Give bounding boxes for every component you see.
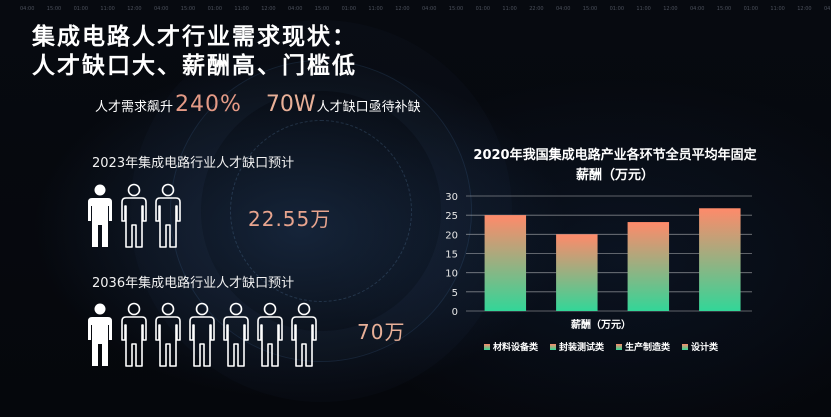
legend-label: 设计类 [691,341,719,353]
time-tick: 01:00 [609,6,625,12]
forecast-2036-value: 70万 [357,320,406,344]
decorative-ring [170,60,472,362]
talent-gap-value: 70W [265,92,316,117]
person-outline-icon [155,302,181,367]
time-tick: 22:00 [529,6,544,12]
bar-设计类 [699,208,741,311]
chart-title: 2020年我国集成电路产业各环节全员平均年固定薪酬（万元） [473,148,757,183]
time-tick: 04:00 [20,6,35,12]
time-tick: 04:00 [154,6,169,12]
time-tick: 12:00 [663,6,678,12]
time-tick: 01:00 [73,6,89,12]
bar-封装测试类 [556,234,598,311]
person-filled-icon [88,184,112,247]
y-tick-label: 5 [452,288,458,299]
time-tick-row: 04:00 15:00 01:00 11:00 12:00 04:00 15:00 01:00… [0,6,831,16]
demand-stat-line: 人才需求飙升 240% 70W 人才缺口亟待补缺 [95,92,421,120]
page-title-line2: 人才缺口大、薪酬高、门槛低 [32,53,357,79]
time-tick: 15:00 [180,6,196,12]
time-tick: 11:00 [636,6,651,12]
time-tick: 15:00 [46,6,62,12]
person-outline-icon [121,302,147,367]
x-axis-label: 薪酬（万元） [571,318,631,331]
legend-label: 封装测试类 [559,341,605,353]
legend-swatch [484,344,490,350]
time-tick: 12:00 [395,6,410,12]
time-tick: 04:00 [824,6,831,12]
people-row-2023 [85,183,183,249]
time-tick: 04:00 [690,6,705,12]
forecast-2023-label: 2023年集成电路行业人才缺口预计 [92,156,295,171]
people-row-2036 [85,302,319,368]
legend-swatch [550,344,556,350]
person-outline-icon [291,302,317,367]
bar-chart: 0 5 10 15 20 25 30 薪酬（万元） 材料设备类 封装测试类 生产制造类 设计类 [445,192,752,353]
person-outline-icon [155,183,181,248]
time-tick: 15:00 [582,6,598,12]
y-tick-label: 15 [445,250,458,261]
time-tick: 15:00 [448,6,464,12]
bar-材料设备类 [484,215,527,311]
time-tick: 15:00 [314,6,330,12]
time-tick: 01:00 [475,6,491,12]
time-tick: 12:00 [127,6,142,12]
demand-prefix: 人才需求飙升 [95,100,174,115]
time-tick: 11:00 [770,6,785,12]
time-tick: 15:00 [716,6,732,12]
y-tick-label: 10 [445,269,458,280]
forecast-2023-value: 22.55万 [248,207,332,231]
person-outline-icon [257,302,283,367]
time-tick: 01:00 [207,6,223,12]
talent-gap-suffix: 人才缺口亟待补缺 [316,100,421,115]
person-outline-icon [121,183,147,248]
time-tick: 04:00 [288,6,303,12]
y-tick-label: 20 [445,230,458,241]
bar-生产制造类 [627,222,670,311]
legend-swatch [616,344,622,350]
decorative-ring-inner [230,120,412,302]
y-tick-label: 0 [452,307,458,318]
legend-swatch [682,344,688,350]
time-tick: 11:00 [502,6,517,12]
time-tick: 12:00 [797,6,812,12]
legend-label: 生产制造类 [625,341,671,353]
time-tick: 11:00 [234,6,249,12]
time-tick: 04:00 [556,6,571,12]
time-tick: 01:00 [341,6,357,12]
forecast-2036-label: 2036年集成电路行业人才缺口预计 [92,276,295,291]
person-outline-icon [223,302,249,367]
time-tick: 04:00 [422,6,437,12]
demand-growth: 240% [175,92,242,117]
legend-label: 材料设备类 [492,341,539,353]
person-filled-icon [88,303,112,366]
person-outline-icon [189,302,215,367]
time-tick: 01:00 [743,6,759,12]
time-tick: 11:00 [368,6,383,12]
time-tick: 11:00 [100,6,115,12]
y-tick-label: 25 [445,211,458,222]
page-title-line1: 集成电路人才行业需求现状： [32,24,357,50]
y-tick-label: 30 [445,192,458,203]
time-tick: 12:00 [261,6,276,12]
